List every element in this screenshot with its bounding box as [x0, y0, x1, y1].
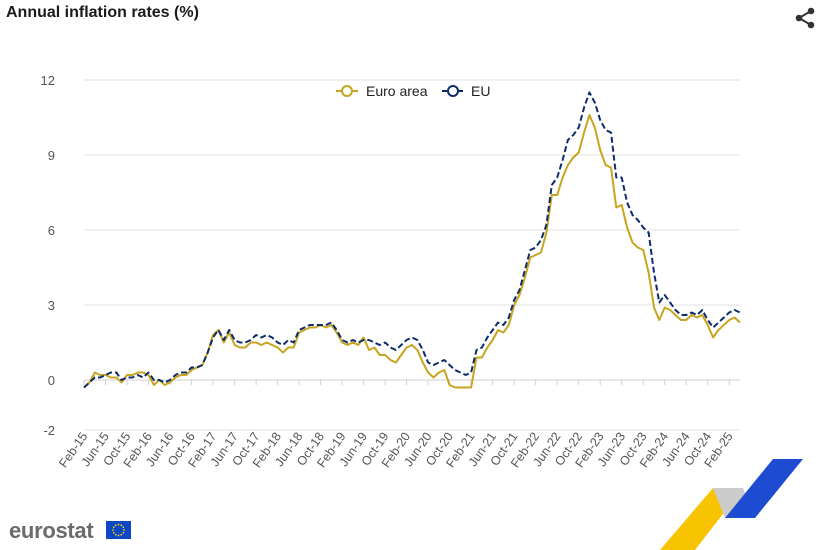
eurostat-logo: eurostat: [9, 518, 94, 543]
eu-flag-star: [123, 529, 125, 531]
eu-flag-star: [112, 526, 115, 529]
ribbon-blue: [725, 459, 803, 518]
eu-flag-star: [114, 524, 117, 527]
legend-label-euro-area: Euro area: [366, 83, 428, 99]
eu-flag-star: [112, 531, 115, 534]
eu-flag-stars: [112, 523, 125, 537]
y-axis-ticks: -2 0 3 6 9 12: [41, 73, 55, 438]
page-title: Annual inflation rates (%): [6, 4, 199, 21]
eu-flag-star: [120, 533, 123, 536]
eu-flag-star: [114, 533, 117, 536]
eu-flag-star: [122, 526, 125, 529]
line-chart: -2 0 3 6 9 12 Feb-15Jun-15Oct-15Feb-16Jun-16O…: [41, 73, 741, 470]
eu-flag-star: [117, 534, 120, 537]
y-tick-label: 6: [48, 223, 55, 238]
chart-legend: Euro area EU: [336, 83, 490, 99]
y-tick-label: 3: [48, 298, 55, 313]
chart-gridlines: [84, 79, 740, 431]
legend-item-euro-area[interactable]: Euro area: [336, 83, 428, 99]
x-axis-ticks: Feb-15Jun-15Oct-15Feb-16Jun-16Oct-16Feb-…: [56, 380, 736, 470]
legend-label-eu: EU: [471, 83, 490, 99]
eu-flag-star: [112, 529, 114, 531]
eu-flag-star: [120, 524, 123, 527]
y-tick-label: 9: [48, 148, 55, 163]
legend-marker-euro-area: [341, 85, 353, 97]
legend-marker-eu: [447, 85, 459, 97]
eu-flag-star: [117, 523, 120, 526]
legend-item-eu[interactable]: EU: [442, 83, 490, 99]
eu-flag-star: [122, 531, 125, 534]
eu-flag-field: [106, 521, 131, 539]
series-line-euro-area[interactable]: [83, 114, 741, 389]
share-icon[interactable]: [793, 6, 817, 30]
y-tick-label: -2: [43, 423, 55, 438]
share-icon-link-bottom: [798, 17, 812, 26]
y-tick-label: 0: [48, 373, 55, 388]
eu-flag-icon: [106, 521, 131, 539]
y-tick-label: 12: [41, 73, 55, 88]
share-icon-link-top: [798, 10, 812, 19]
chart-series: [83, 91, 741, 389]
brand-ribbon-decoration: [660, 459, 803, 550]
series-line-eu[interactable]: [83, 91, 741, 389]
